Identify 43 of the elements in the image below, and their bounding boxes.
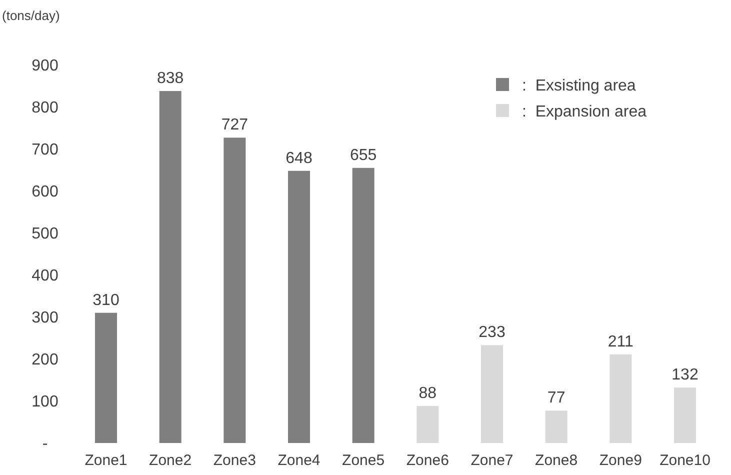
bar: [95, 312, 117, 443]
bar: [674, 388, 696, 443]
x-tick-label: Zone4: [278, 452, 320, 469]
y-tick-label: -: [42, 436, 48, 453]
data-label: 655: [350, 146, 377, 164]
x-tick-label: Zone5: [342, 452, 385, 469]
data-label: 727: [221, 116, 248, 134]
y-tick-label: 500: [32, 226, 58, 243]
x-tick-label: Zone8: [535, 452, 578, 469]
x-tick-label: Zone2: [149, 452, 192, 469]
x-tick-label: Zone7: [470, 452, 514, 469]
x-tick-label: Zone6: [406, 452, 449, 469]
legend-label: : Exsisting area: [522, 78, 636, 95]
x-tick-label: Zone1: [84, 452, 128, 469]
x-tick-label: Zone9: [599, 452, 642, 469]
bar: [288, 170, 310, 443]
data-label: 233: [478, 324, 506, 342]
bar: [352, 168, 374, 443]
y-tick-label: 600: [32, 184, 58, 201]
legend-label: : Expansion area: [522, 104, 647, 121]
x-tick-label: Zone3: [213, 452, 256, 469]
y-axis-title: (tons/day): [2, 8, 60, 23]
bar: [224, 138, 246, 443]
bar: [610, 354, 632, 443]
y-tick-label: 100: [32, 394, 58, 411]
data-label: 77: [547, 390, 566, 407]
y-tick-label: 300: [32, 310, 58, 327]
data-label: 211: [608, 333, 634, 350]
bar: [159, 91, 182, 443]
y-tick-label: 400: [32, 268, 58, 285]
data-label: 310: [92, 292, 120, 309]
x-tick-label: Zone10: [660, 452, 710, 469]
data-label: 648: [286, 150, 312, 167]
bar: [545, 410, 568, 443]
y-tick-label: 200: [32, 352, 58, 369]
y-tick-label: 900: [32, 58, 58, 75]
bar: [481, 345, 503, 443]
y-tick-label: 700: [32, 142, 58, 159]
data-label: 88: [418, 385, 437, 402]
y-tick-label: 800: [32, 100, 58, 117]
data-label: 838: [156, 70, 184, 88]
data-label: 132: [672, 366, 698, 384]
bar: [416, 406, 439, 443]
